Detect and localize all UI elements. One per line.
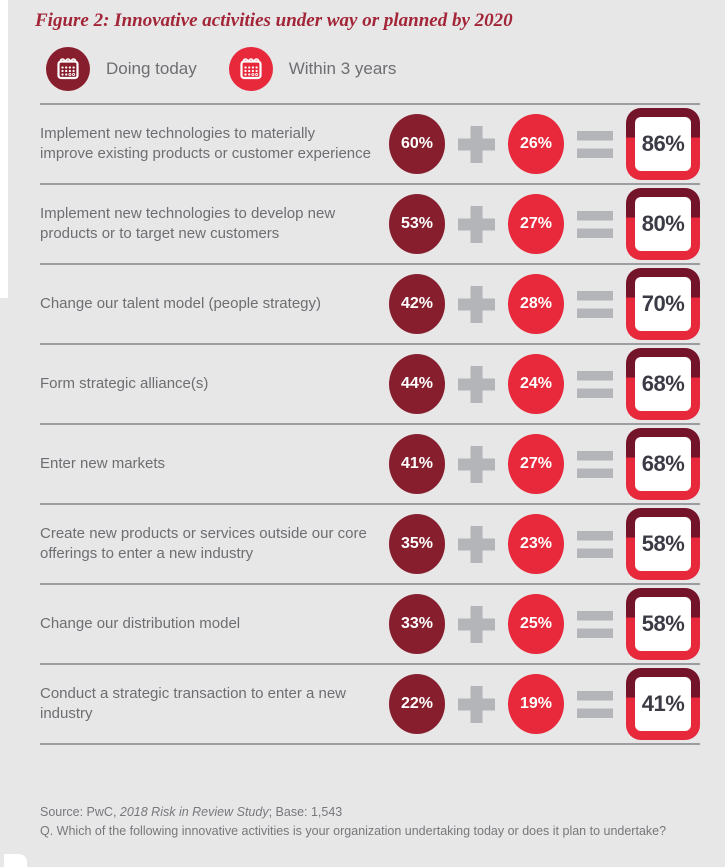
activity-label: Implement new technologies to materially… <box>40 125 371 162</box>
within-3-years-value: 27% <box>508 194 564 254</box>
within-3-years-value: 27% <box>508 434 564 494</box>
doing-today-value: 41% <box>389 434 445 494</box>
total-value: 68% <box>626 428 700 500</box>
plus-icon <box>458 125 495 163</box>
total-value: 58% <box>626 588 700 660</box>
equals-icon <box>577 130 613 158</box>
total-value: 70% <box>626 268 700 340</box>
table-row: Change our talent model (people strategy… <box>40 265 700 345</box>
legend-item-within-3-years: Within 3 years <box>228 47 397 91</box>
total-value: 68% <box>626 348 700 420</box>
activity-label: Enter new markets <box>40 455 166 472</box>
plus-icon <box>458 685 495 723</box>
table-row: Implement new technologies to materially… <box>40 105 700 185</box>
question-line: Q. Which of the following innovative act… <box>40 824 667 838</box>
table-row: Change our distribution model 33% 25% 58… <box>40 585 700 665</box>
within-3-years-value: 26% <box>508 114 564 174</box>
page-corner-tab <box>4 854 27 867</box>
table-row: Conduct a strategic transaction to enter… <box>40 665 700 745</box>
legend-label-doing-today: Doing today <box>106 59 197 78</box>
doing-today-value: 22% <box>389 674 445 734</box>
activity-label: Change our talent model (people strategy… <box>40 295 322 312</box>
calendar-icon <box>228 47 273 91</box>
legend: Doing today Within 3 years <box>46 47 725 91</box>
total-value: 86% <box>626 108 700 180</box>
within-3-years-value: 24% <box>508 354 564 414</box>
within-3-years-value: 28% <box>508 274 564 334</box>
equals-icon <box>577 210 613 238</box>
within-3-years-value: 19% <box>508 674 564 734</box>
equals-icon <box>577 690 613 718</box>
activity-label: Create new products or services outside … <box>40 525 367 562</box>
total-value: 58% <box>626 508 700 580</box>
doing-today-value: 53% <box>389 194 445 254</box>
plus-icon <box>458 445 495 483</box>
total-value: 41% <box>626 668 700 740</box>
table-row: Enter new markets 41% 27% 68% <box>40 425 700 505</box>
doing-today-value: 44% <box>389 354 445 414</box>
plus-icon <box>458 365 495 403</box>
chart-rows: Implement new technologies to materially… <box>40 103 700 745</box>
plus-icon <box>458 205 495 243</box>
figure-title: Figure 2: Innovative activities under wa… <box>35 10 513 31</box>
page-margin-strip <box>0 0 8 298</box>
equals-icon <box>577 450 613 478</box>
activity-label: Implement new technologies to develop ne… <box>40 205 336 242</box>
doing-today-value: 33% <box>389 594 445 654</box>
table-row: Form strategic alliance(s) 44% 24% 68% <box>40 345 700 425</box>
plus-icon <box>458 285 495 323</box>
equals-icon <box>577 530 613 558</box>
source-line: Source: PwC, 2018 Risk in Review Study; … <box>40 805 343 819</box>
footer: Source: PwC, 2018 Risk in Review Study; … <box>40 803 700 841</box>
activity-label: Conduct a strategic transaction to enter… <box>40 685 347 722</box>
legend-label-within-3-years: Within 3 years <box>288 59 397 78</box>
legend-item-doing-today: Doing today <box>46 47 197 91</box>
within-3-years-value: 25% <box>508 594 564 654</box>
table-row: Implement new technologies to develop ne… <box>40 185 700 265</box>
equals-icon <box>577 610 613 638</box>
doing-today-value: 42% <box>389 274 445 334</box>
plus-icon <box>458 605 495 643</box>
activity-label: Form strategic alliance(s) <box>40 375 209 392</box>
table-row: Create new products or services outside … <box>40 505 700 585</box>
plus-icon <box>458 525 495 563</box>
doing-today-value: 35% <box>389 514 445 574</box>
within-3-years-value: 23% <box>508 514 564 574</box>
total-value: 80% <box>626 188 700 260</box>
equals-icon <box>577 290 613 318</box>
activity-label: Change our distribution model <box>40 615 241 632</box>
equals-icon <box>577 370 613 398</box>
doing-today-value: 60% <box>389 114 445 174</box>
calendar-icon <box>46 47 90 91</box>
